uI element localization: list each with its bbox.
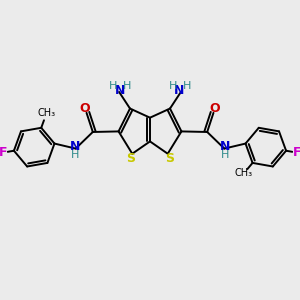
- Text: N: N: [220, 140, 230, 153]
- Text: N: N: [116, 84, 126, 97]
- Text: N: N: [174, 84, 184, 97]
- Text: F: F: [293, 146, 300, 159]
- Text: O: O: [80, 102, 90, 115]
- Text: CH₃: CH₃: [37, 108, 55, 118]
- Text: H: H: [183, 81, 191, 91]
- Text: F: F: [0, 146, 7, 159]
- Text: H: H: [221, 150, 229, 160]
- Text: H: H: [109, 81, 117, 91]
- Text: H: H: [123, 81, 131, 91]
- Text: CH₃: CH₃: [234, 167, 252, 178]
- Text: O: O: [210, 102, 220, 115]
- Text: H: H: [169, 81, 177, 91]
- Text: H: H: [71, 150, 79, 160]
- Text: S: S: [165, 152, 174, 165]
- Text: S: S: [126, 152, 135, 165]
- Text: N: N: [70, 140, 80, 153]
